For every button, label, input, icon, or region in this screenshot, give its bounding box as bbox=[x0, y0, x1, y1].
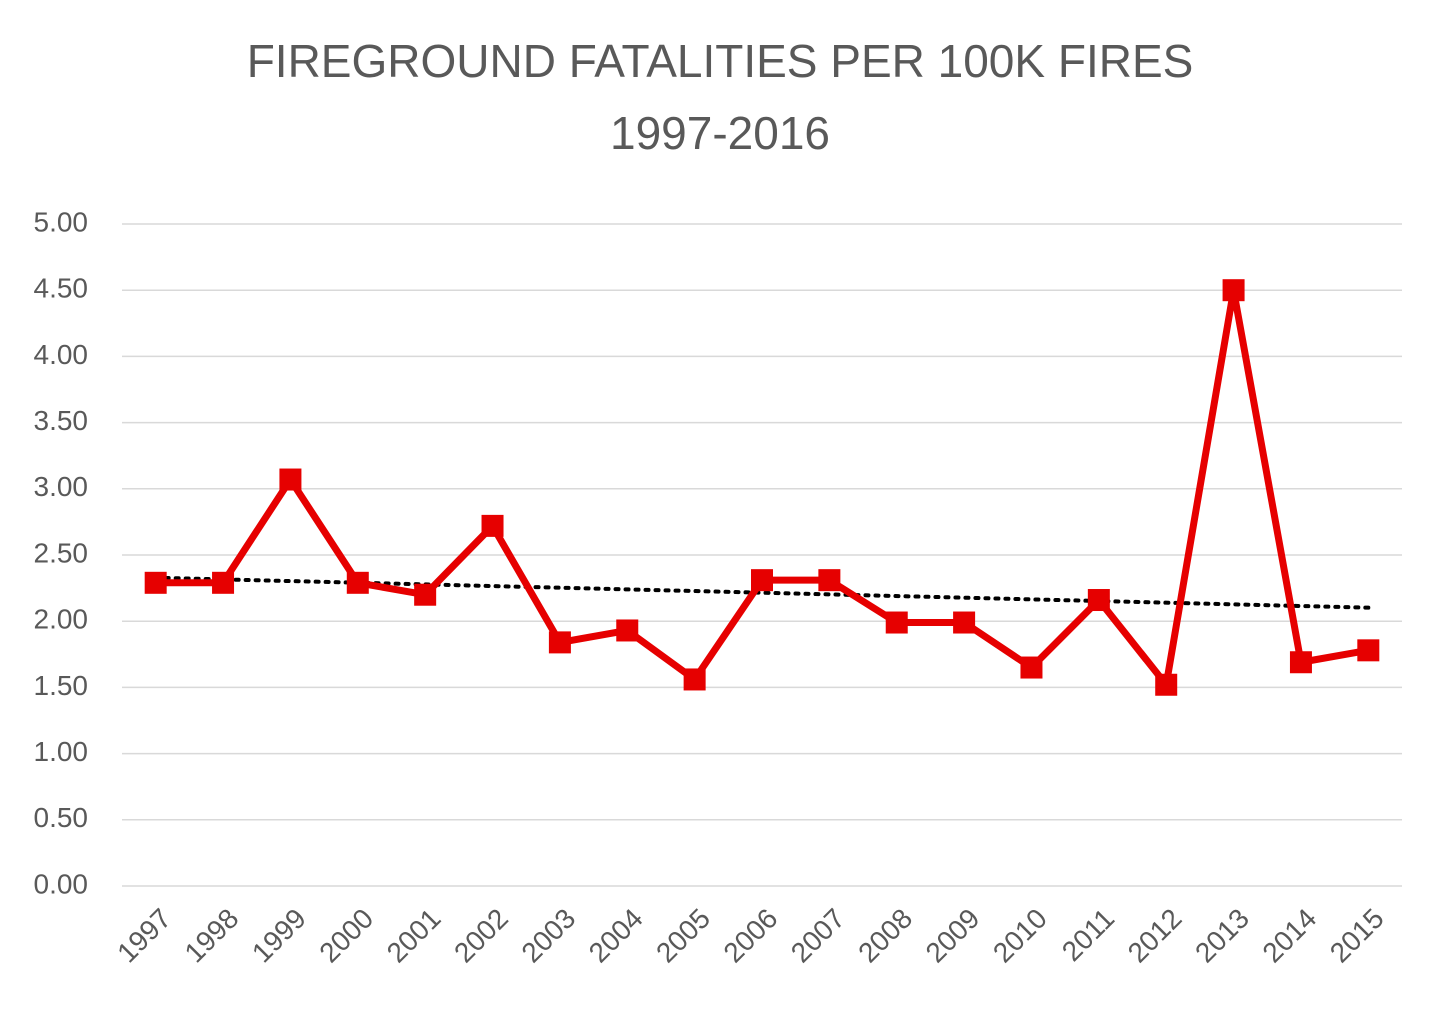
data-marker bbox=[548, 631, 571, 654]
x-tick-label: 2000 bbox=[313, 903, 379, 969]
data-marker bbox=[751, 569, 773, 592]
y-tick-label: 2.00 bbox=[34, 604, 89, 635]
x-tick-label: 1997 bbox=[111, 903, 177, 969]
x-tick-label: 2005 bbox=[650, 903, 716, 969]
x-tick-label: 2010 bbox=[987, 903, 1053, 969]
y-tick-label: 2.50 bbox=[34, 537, 89, 568]
x-tick-label: 2013 bbox=[1189, 903, 1255, 969]
chart-title: FIREGROUND FATALITIES PER 100K FIRES bbox=[247, 35, 1194, 87]
data-marker bbox=[414, 583, 437, 606]
data-marker bbox=[1289, 651, 1312, 674]
x-tick-label: 2011 bbox=[1056, 903, 1121, 968]
x-tick-label: 2002 bbox=[448, 903, 514, 969]
x-tick-label: 2006 bbox=[717, 903, 783, 969]
data-marker bbox=[279, 468, 302, 491]
y-tick-label: 0.50 bbox=[34, 802, 89, 833]
data-marker bbox=[616, 619, 639, 642]
data-marker bbox=[1020, 656, 1043, 679]
data-marker bbox=[683, 668, 706, 691]
x-tick-label: 1998 bbox=[179, 903, 245, 969]
data-marker bbox=[818, 569, 841, 592]
y-tick-label: 5.00 bbox=[34, 206, 89, 237]
data-marker bbox=[1155, 673, 1178, 696]
y-tick-label: 4.50 bbox=[34, 273, 89, 304]
data-line bbox=[155, 286, 1369, 689]
x-tick-label: 2009 bbox=[920, 903, 986, 969]
data-marker bbox=[212, 571, 235, 594]
x-tick-label: 2003 bbox=[515, 903, 581, 969]
x-tick-label: 1999 bbox=[246, 903, 312, 969]
chart-subtitle: 1997-2016 bbox=[610, 107, 830, 159]
data-marker bbox=[1357, 639, 1380, 662]
data-marker bbox=[885, 611, 908, 634]
data-marker bbox=[481, 514, 504, 537]
data-marker bbox=[346, 571, 369, 594]
x-tick-label: 2015 bbox=[1324, 903, 1390, 969]
y-tick-label: 3.00 bbox=[34, 471, 89, 502]
x-tick-label: 2012 bbox=[1122, 903, 1188, 969]
x-tick-label: 2007 bbox=[785, 903, 851, 969]
data-marker bbox=[144, 571, 167, 594]
y-tick-label: 0.00 bbox=[34, 868, 89, 899]
y-tick-label: 3.50 bbox=[34, 405, 89, 436]
y-tick-label: 1.50 bbox=[34, 670, 89, 701]
x-tick-label: 2014 bbox=[1256, 903, 1322, 969]
y-tick-label: 1.00 bbox=[34, 736, 89, 767]
data-marker bbox=[953, 611, 976, 634]
x-tick-label: 2008 bbox=[852, 903, 918, 969]
y-tick-label: 4.00 bbox=[34, 339, 89, 370]
data-marker bbox=[1222, 279, 1245, 302]
data-marker bbox=[1087, 589, 1110, 612]
x-tick-label: 2001 bbox=[381, 903, 447, 969]
x-tick-label: 2004 bbox=[583, 903, 649, 969]
